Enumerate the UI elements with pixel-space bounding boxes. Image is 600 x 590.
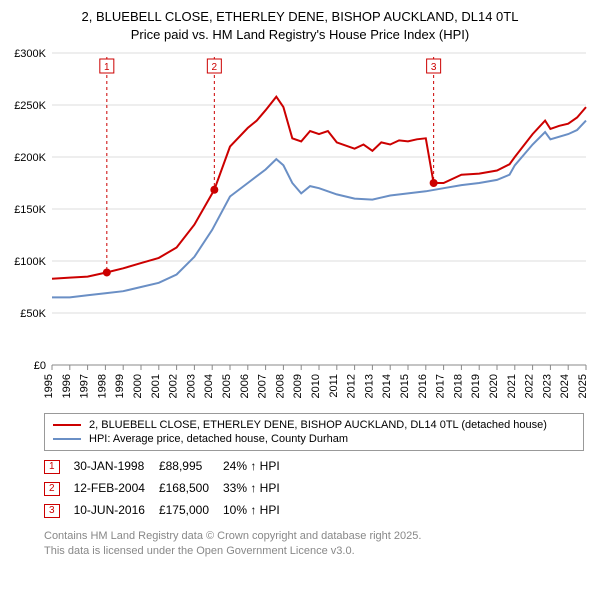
- x-tick-label: 1998: [96, 374, 108, 398]
- x-tick-label: 2000: [132, 374, 144, 398]
- sales-row: 1 30-JAN-1998£88,99524% ↑ HPI: [44, 455, 294, 477]
- legend-label-2: HPI: Average price, detached house, Coun…: [89, 433, 348, 445]
- legend-row-1: 2, BLUEBELL CLOSE, ETHERLEY DENE, BISHOP…: [53, 418, 575, 432]
- sales-row: 3 10-JUN-2016£175,00010% ↑ HPI: [44, 499, 294, 521]
- title-line-1: 2, BLUEBELL CLOSE, ETHERLEY DENE, BISHOP…: [82, 9, 519, 24]
- y-tick-label: £150K: [14, 204, 46, 216]
- legend-row-2: HPI: Average price, detached house, Coun…: [53, 432, 575, 446]
- x-tick-label: 2012: [346, 374, 358, 398]
- x-tick-label: 2025: [577, 374, 589, 398]
- x-tick-label: 2020: [488, 374, 500, 398]
- sales-row: 2 12-FEB-2004£168,50033% ↑ HPI: [44, 477, 294, 499]
- x-tick-label: 2022: [524, 374, 536, 398]
- x-tick-label: 2024: [559, 374, 571, 398]
- x-tick-label: 2004: [203, 374, 215, 398]
- marker-num: 2: [212, 62, 218, 73]
- chart-svg: £0 £50K £100K £150K £200K £250K £300K 1995 1996 1…: [10, 47, 590, 407]
- x-tick-label: 2005: [221, 374, 233, 398]
- x-tick-label: 2019: [470, 374, 482, 398]
- x-tick-label: 2009: [292, 374, 304, 398]
- marker-num: 1: [104, 62, 110, 73]
- y-tick-label: £0: [34, 360, 46, 372]
- y-tick-label: £200K: [14, 152, 46, 164]
- series-price_paid: [434, 107, 586, 183]
- x-tick-label: 1996: [61, 374, 73, 398]
- marker-dot: [210, 186, 218, 194]
- sale-delta: 33% ↑ HPI: [223, 477, 294, 499]
- legend-swatch-2: [53, 438, 81, 440]
- legend: 2, BLUEBELL CLOSE, ETHERLEY DENE, BISHOP…: [44, 413, 584, 451]
- marker-dot: [430, 179, 438, 187]
- marker-dot: [103, 269, 111, 277]
- x-tick-label: 2015: [399, 374, 411, 398]
- marker-num: 3: [431, 62, 437, 73]
- x-tick-label: 2016: [417, 374, 429, 398]
- x-tick-label: 2001: [150, 374, 162, 398]
- y-tick-label: £100K: [14, 256, 46, 268]
- x-tick-label: 1999: [114, 374, 126, 398]
- x-tick-label: 2017: [435, 374, 447, 398]
- x-tick-label: 2023: [541, 374, 553, 398]
- chart-container: 2, BLUEBELL CLOSE, ETHERLEY DENE, BISHOP…: [0, 0, 600, 590]
- x-tick-label: 2002: [168, 374, 180, 398]
- chart-plot-area: £0 £50K £100K £150K £200K £250K £300K 1995 1996 1…: [10, 47, 590, 407]
- sale-marker: 2: [44, 482, 60, 496]
- sale-date: 30-JAN-1998: [74, 455, 159, 477]
- sale-date: 10-JUN-2016: [74, 499, 159, 521]
- sale-marker: 1: [44, 460, 60, 474]
- x-tick-label: 1997: [79, 374, 91, 398]
- sale-marker: 3: [44, 504, 60, 518]
- x-tick-label: 2008: [274, 374, 286, 398]
- y-tick-label: £250K: [14, 100, 46, 112]
- x-tick-label: 2018: [452, 374, 464, 398]
- x-tick-label: 2011: [328, 374, 340, 398]
- sale-price: £175,000: [159, 499, 223, 521]
- sale-delta: 10% ↑ HPI: [223, 499, 294, 521]
- footer-attribution: Contains HM Land Registry data © Crown c…: [44, 529, 590, 559]
- x-tick-label: 2021: [506, 374, 518, 398]
- x-tick-label: 2007: [257, 374, 269, 398]
- x-tick-label: 2013: [363, 374, 375, 398]
- y-tick-label: £300K: [14, 48, 46, 60]
- x-tick-label: 2014: [381, 374, 393, 398]
- sales-table: 1 30-JAN-1998£88,99524% ↑ HPI 2 12-FEB-2004…: [44, 455, 294, 521]
- sale-date: 12-FEB-2004: [74, 477, 159, 499]
- footer-line-1: Contains HM Land Registry data © Crown c…: [44, 530, 421, 542]
- x-tick-label: 2010: [310, 374, 322, 398]
- chart-title: 2, BLUEBELL CLOSE, ETHERLEY DENE, BISHOP…: [10, 8, 590, 43]
- x-tick-label: 2003: [185, 374, 197, 398]
- x-tick-label: 1995: [43, 374, 55, 398]
- legend-label-1: 2, BLUEBELL CLOSE, ETHERLEY DENE, BISHOP…: [89, 419, 547, 431]
- footer-line-2: This data is licensed under the Open Gov…: [44, 545, 355, 557]
- legend-swatch-1: [53, 424, 81, 426]
- y-tick-label: £50K: [20, 308, 46, 320]
- sale-price: £168,500: [159, 477, 223, 499]
- x-tick-label: 2006: [239, 374, 251, 398]
- title-line-2: Price paid vs. HM Land Registry's House …: [131, 27, 469, 42]
- sale-delta: 24% ↑ HPI: [223, 455, 294, 477]
- sale-price: £88,995: [159, 455, 223, 477]
